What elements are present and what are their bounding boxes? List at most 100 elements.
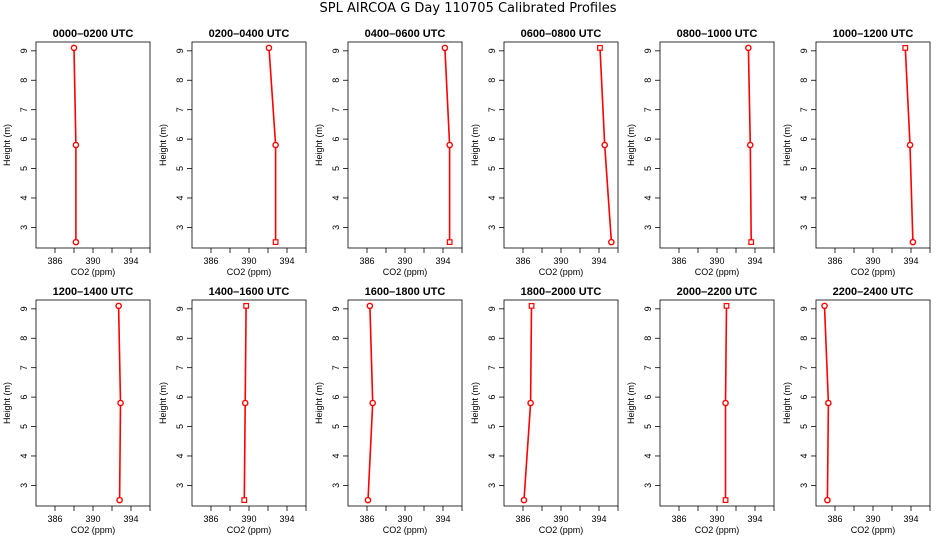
y-tick-label: 9: [175, 306, 185, 311]
panel-title: 2000–2200 UTC: [677, 286, 758, 298]
panel-title: 1400–1600 UTC: [209, 286, 290, 298]
x-tick-label: 390: [865, 256, 880, 266]
y-axis-label: Height (m): [158, 124, 168, 166]
panel-12: 2200–2400 UTC 386 390 394 3 4 5 6 7 8 9 CO2 (ppm) He…: [782, 286, 931, 535]
y-tick-label: 6: [175, 395, 185, 400]
y-axis-label: Height (m): [626, 382, 636, 424]
y-tick-label: 7: [487, 107, 497, 112]
x-tick-label: 394: [435, 514, 450, 524]
data-point: [821, 302, 828, 310]
x-tick-label: 394: [747, 256, 762, 266]
y-tick-label: 4: [175, 453, 185, 458]
y-axis-label: Height (m): [2, 382, 12, 424]
x-tick-label: 394: [123, 514, 138, 524]
plot-frame: [659, 41, 775, 249]
panel-title: 1200–1400 UTC: [53, 286, 134, 298]
y-tick-label: 3: [19, 483, 29, 488]
x-tick-label: 394: [903, 514, 918, 524]
data-point: [722, 497, 729, 504]
y-tick-label: 6: [19, 395, 29, 400]
data-point: [748, 239, 755, 246]
y-tick-label: 9: [799, 306, 809, 311]
data-point: [902, 44, 909, 51]
y-tick-label: 5: [175, 166, 185, 171]
data-point: [745, 44, 752, 52]
y-tick-label: 4: [799, 195, 809, 200]
x-tick-label: 390: [865, 514, 880, 524]
y-tick-label: 9: [19, 306, 29, 311]
y-tick-label: 5: [799, 166, 809, 171]
data-point: [446, 141, 453, 149]
x-tick-label: 390: [553, 256, 568, 266]
x-tick-label: 394: [903, 256, 918, 266]
y-axis-label: Height (m): [314, 124, 324, 166]
data-point: [117, 399, 124, 407]
x-tick-label: 390: [709, 256, 724, 266]
panel-2: 0200–0400 UTC 386 390 394 3 4 5 6 7 8 9 CO2 (ppm) He…: [158, 28, 307, 277]
y-tick-label: 4: [19, 453, 29, 458]
y-tick-label: 6: [175, 137, 185, 142]
data-point: [369, 399, 377, 407]
y-tick-label: 8: [799, 78, 809, 83]
data-point: [746, 141, 754, 149]
y-axis-label: Height (m): [2, 124, 12, 166]
y-tick-label: 3: [799, 483, 809, 488]
data-point: [243, 302, 250, 309]
data-point: [601, 141, 609, 149]
x-tick-label: 386: [359, 256, 374, 266]
y-tick-label: 5: [643, 166, 653, 171]
y-axis-label: Height (m): [158, 382, 168, 424]
y-axis-label: Height (m): [314, 382, 324, 424]
y-tick-label: 5: [643, 424, 653, 429]
data-point: [597, 44, 603, 51]
data-point: [906, 141, 914, 149]
data-point: [116, 496, 123, 504]
y-axis-label: Height (m): [626, 124, 636, 166]
y-tick-label: 3: [487, 225, 497, 230]
y-tick-label: 9: [643, 306, 653, 311]
data-point: [527, 399, 534, 407]
x-tick-label: 394: [279, 514, 294, 524]
y-tick-label: 7: [331, 107, 341, 112]
x-tick-label: 386: [671, 256, 686, 266]
x-axis-label: CO2 (ppm): [539, 267, 584, 277]
panel-title: 0600–0800 UTC: [521, 28, 602, 40]
figure-title: SPL AIRCOA G Day 110705 Calibrated Profi…: [319, 1, 617, 16]
panel-title: 1000–1200 UTC: [833, 28, 914, 40]
x-axis-label: CO2 (ppm): [227, 525, 272, 535]
x-tick-label: 386: [359, 514, 374, 524]
y-tick-label: 6: [643, 395, 653, 400]
x-axis-label: CO2 (ppm): [383, 267, 428, 277]
y-tick-label: 9: [331, 306, 341, 311]
data-point: [723, 302, 730, 309]
y-tick-label: 4: [799, 453, 809, 458]
y-tick-label: 4: [643, 195, 653, 200]
y-tick-label: 8: [799, 336, 809, 341]
y-tick-label: 7: [643, 107, 653, 112]
y-tick-label: 8: [175, 78, 185, 83]
x-tick-label: 390: [397, 256, 412, 266]
plot-frame: [191, 41, 307, 249]
x-tick-label: 386: [203, 514, 218, 524]
panel-7: 1200–1400 UTC 386 390 394 3 4 5 6 7 8 9 CO2 (ppm) He…: [2, 286, 151, 535]
x-axis-label: CO2 (ppm): [851, 267, 896, 277]
y-tick-label: 3: [175, 225, 185, 230]
y-tick-label: 6: [487, 395, 497, 400]
x-tick-label: 386: [515, 514, 530, 524]
data-point: [446, 239, 453, 246]
x-tick-label: 386: [827, 514, 842, 524]
x-tick-label: 390: [553, 514, 568, 524]
y-tick-label: 5: [799, 424, 809, 429]
y-axis-label: Height (m): [470, 124, 480, 166]
data-point: [272, 141, 279, 149]
y-tick-label: 4: [487, 195, 497, 200]
data-point: [115, 302, 122, 310]
y-tick-label: 8: [175, 336, 185, 341]
y-tick-label: 6: [487, 137, 497, 142]
y-tick-label: 4: [331, 195, 341, 200]
y-tick-label: 8: [643, 78, 653, 83]
x-tick-label: 386: [827, 256, 842, 266]
y-tick-label: 9: [487, 48, 497, 53]
panel-title: 0000–0200 UTC: [53, 28, 134, 40]
